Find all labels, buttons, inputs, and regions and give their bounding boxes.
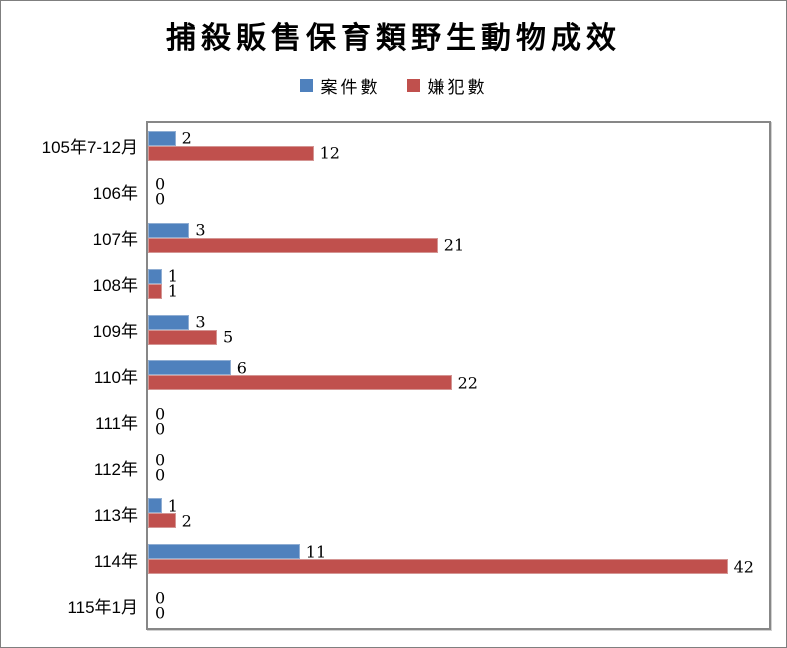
- value-label-suspects-7: 0: [155, 465, 166, 485]
- bar-cases-5: 6: [148, 358, 247, 377]
- value-label-cases-1: 0: [155, 174, 166, 194]
- bar-suspects-4: 5: [148, 328, 233, 347]
- category-label-9: 114年: [93, 551, 138, 571]
- bar-suspects-9: 42: [148, 557, 754, 576]
- value-label-suspects-5: 22: [457, 373, 478, 393]
- bar-cases-8: 1: [148, 496, 178, 515]
- value-label-cases-9: 11: [305, 542, 327, 562]
- value-label-suspects-0: 12: [319, 143, 340, 163]
- category-label-10: 115年1月: [67, 597, 138, 617]
- category-label-0: 105年7-12月: [41, 138, 138, 158]
- legend-swatch-suspects: [406, 79, 420, 92]
- value-label-cases-10: 0: [155, 588, 166, 608]
- value-label-suspects-9: 42: [733, 557, 754, 577]
- bar-suspects-5: 22: [148, 373, 478, 392]
- value-label-cases-4: 3: [195, 312, 206, 332]
- y-axis-labels: 105年7-12月 106年 107年 108年 109年 110年 111年 112年 113…: [1, 123, 146, 628]
- category-label-1: 106年: [92, 184, 138, 204]
- legend-swatch-cases: [299, 79, 313, 92]
- legend: 案件數 嫌犯數: [1, 73, 786, 98]
- bar-cases-0: 2: [148, 129, 192, 148]
- value-label-suspects-3: 1: [167, 281, 178, 301]
- category-label-7: 112年: [93, 459, 138, 479]
- value-label-cases-7: 0: [155, 450, 166, 470]
- bar-cases-2: 3: [148, 221, 206, 240]
- value-label-cases-8: 1: [167, 496, 178, 516]
- bar-cases-3: 1: [148, 267, 178, 286]
- value-label-cases-0: 2: [181, 128, 192, 148]
- category-label-6: 111年: [95, 413, 138, 433]
- category-band-0: 2 12: [148, 123, 769, 169]
- value-label-cases-5: 6: [236, 358, 247, 378]
- value-label-suspects-10: 0: [155, 603, 166, 623]
- chart-title: 捕殺販售保育類野生動物成效: [166, 21, 621, 56]
- value-label-suspects-1: 0: [155, 189, 166, 209]
- plot-area: 2 12 0 0 3 21 1 1 3 5 6 22 0 0 0 0 1 2 11 42 0 0: [146, 121, 771, 630]
- legend-item-suspects: 嫌犯數: [406, 73, 488, 98]
- category-band-5: 6 22: [148, 353, 769, 399]
- legend-label-suspects: 嫌犯數: [427, 78, 488, 98]
- legend-item-cases: 案件數: [299, 73, 381, 98]
- chart-body: 105年7-12月 106年 107年 108年 109年 110年 111年 112年 113…: [1, 121, 771, 630]
- bar-suspects-0: 12: [148, 144, 340, 163]
- category-label-4: 109年: [92, 322, 138, 342]
- value-label-suspects-4: 5: [222, 327, 234, 347]
- value-label-suspects-6: 0: [155, 419, 166, 439]
- category-label-2: 107年: [92, 230, 138, 250]
- category-label-3: 108年: [92, 276, 138, 296]
- value-label-cases-2: 3: [195, 220, 206, 240]
- value-label-suspects-8: 2: [181, 511, 192, 531]
- bar-cases-9: 11: [148, 542, 326, 561]
- bar-cases-4: 3: [148, 313, 206, 332]
- category-band-9: 11 42: [148, 536, 769, 582]
- category-label-5: 110年: [93, 367, 138, 387]
- bar-suspects-2: 21: [148, 236, 464, 255]
- category-label-8: 113年: [93, 505, 138, 525]
- category-band-2: 3 21: [148, 215, 769, 261]
- bar-suspects-3: 1: [148, 282, 178, 301]
- value-label-cases-6: 0: [155, 404, 166, 424]
- value-label-cases-3: 1: [167, 266, 178, 286]
- value-label-suspects-2: 21: [443, 235, 465, 255]
- legend-label-cases: 案件數: [320, 78, 381, 98]
- bar-suspects-8: 2: [148, 511, 192, 530]
